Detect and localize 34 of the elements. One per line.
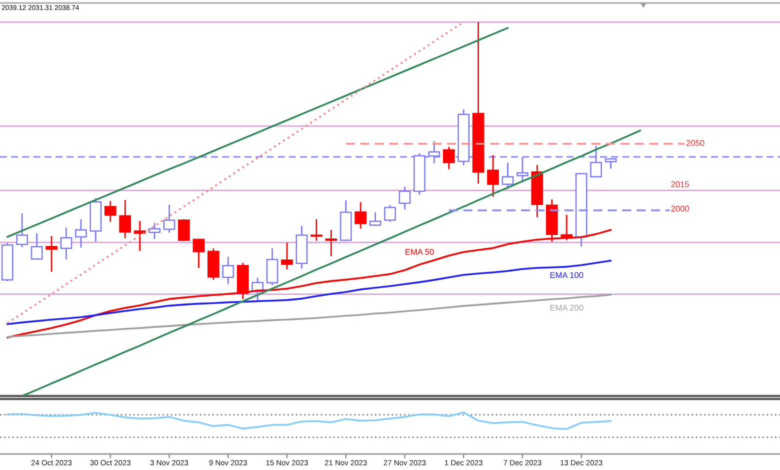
candlestick <box>46 235 58 273</box>
candlestick <box>163 204 176 234</box>
annotation: 2015 <box>671 181 689 188</box>
candlestick <box>119 199 132 239</box>
candlestick <box>178 218 190 241</box>
candlestick <box>104 200 116 222</box>
candlestick <box>148 222 160 240</box>
candlestick <box>604 158 617 170</box>
candlestick <box>192 238 205 269</box>
candlestick <box>428 140 440 164</box>
candlestick <box>16 212 28 248</box>
candlestick <box>354 201 366 230</box>
annotation: 2050 <box>686 140 704 146</box>
candlestick <box>398 186 411 210</box>
candlestick <box>222 256 234 285</box>
candlestick <box>487 154 499 198</box>
candlestick <box>442 146 455 170</box>
candlestick <box>134 220 146 252</box>
candlestick <box>60 226 72 260</box>
candlestick <box>516 156 528 184</box>
series-label: EMA 100 <box>550 272 584 278</box>
candlestick <box>384 204 396 222</box>
candlestick <box>75 218 87 248</box>
candlestick <box>310 218 322 242</box>
candlestick <box>369 212 382 226</box>
candlestick <box>30 232 43 260</box>
candlestick <box>502 162 514 188</box>
candlestick <box>281 242 293 270</box>
series-label: EMA 50 <box>406 248 434 255</box>
candlestick <box>266 248 278 286</box>
annotation: 2000 <box>671 206 690 212</box>
candlestick <box>325 229 338 257</box>
series-label: EMA 200 <box>550 304 584 311</box>
candlestick <box>590 145 602 178</box>
